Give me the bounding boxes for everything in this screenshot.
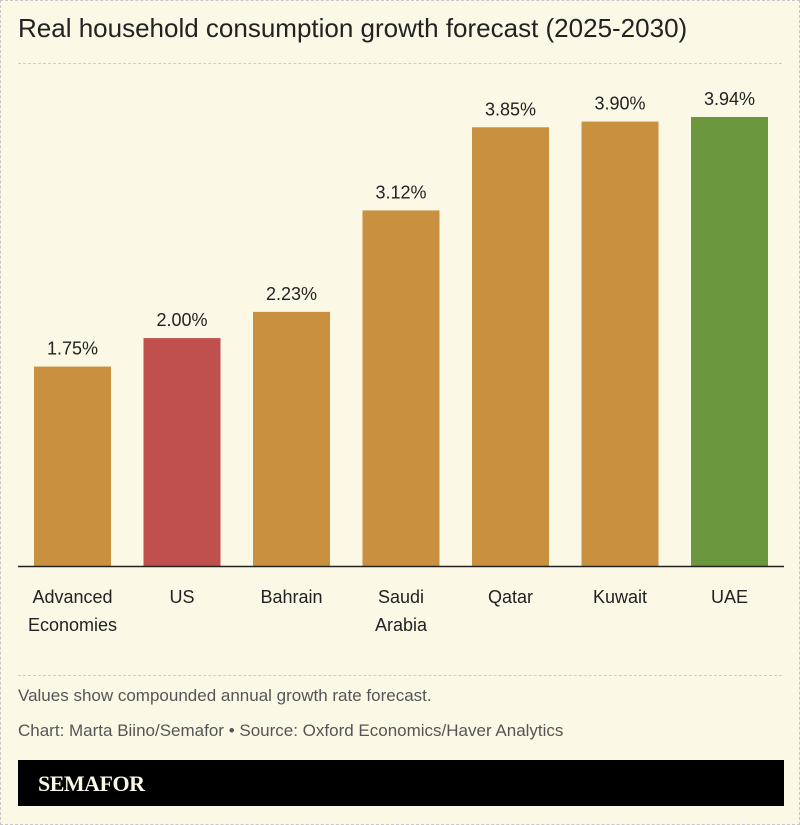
bar (143, 338, 221, 566)
bar (691, 117, 768, 566)
x-tick-label: Advanced (32, 587, 112, 607)
x-tick-label: Qatar (488, 587, 533, 607)
bar (34, 366, 111, 566)
x-tick-label: UAE (711, 587, 748, 607)
x-tick-label: Economies (28, 615, 117, 635)
bar (253, 311, 330, 566)
bar (362, 210, 440, 566)
data-label: 3.85% (485, 99, 536, 119)
x-tick-label: Kuwait (593, 587, 647, 607)
data-label: 2.00% (156, 310, 207, 330)
data-label: 1.75% (47, 339, 98, 359)
data-label: 2.23% (266, 284, 317, 304)
divider (18, 63, 782, 64)
data-label: 3.90% (594, 94, 645, 114)
x-tick-label: Arabia (375, 615, 428, 635)
x-tick-label: Saudi (378, 587, 424, 607)
x-tick-label: US (169, 587, 194, 607)
divider (18, 675, 782, 676)
chart-note: Values show compounded annual growth rat… (18, 686, 432, 705)
semafor-logo: SEMAFOR (38, 771, 145, 796)
bar-chart: 1.75% Advanced Economies 2.00% US 2.23% Bahrai… (18, 89, 784, 635)
chart-credit: Chart: Marta Biino/Semafor • Source: Oxf… (18, 721, 564, 740)
bar (581, 121, 659, 566)
x-tick-label: Bahrain (260, 587, 322, 607)
chart-title: Real household consumption growth foreca… (18, 13, 688, 43)
data-label: 3.94% (704, 89, 755, 109)
bar (472, 127, 549, 566)
brand-footer: SEMAFOR (18, 760, 784, 806)
data-label: 3.12% (375, 182, 426, 202)
